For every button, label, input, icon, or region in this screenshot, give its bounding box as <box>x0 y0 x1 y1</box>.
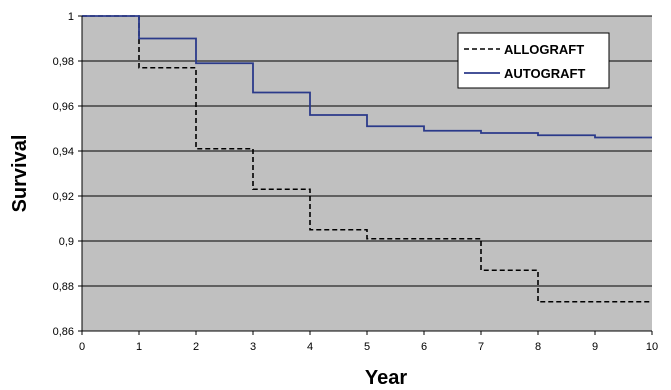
y-tick-label: 0,88 <box>53 281 74 293</box>
y-tick-label: 0,94 <box>53 146 74 158</box>
x-tick-label: 9 <box>592 341 598 353</box>
y-tick-label: 0,86 <box>53 326 74 338</box>
x-tick-label: 5 <box>364 341 370 353</box>
series-lines <box>82 15 652 303</box>
legend-box <box>457 32 610 89</box>
legend: ALLOGRAFT AUTOGRAFT <box>457 32 610 89</box>
x-tick-label: 6 <box>421 341 427 353</box>
y-tick-label: 0,92 <box>53 191 74 203</box>
x-tick-label: 7 <box>478 341 484 353</box>
y-tick-label: 1 <box>68 11 74 23</box>
y-tick-label: 0,9 <box>59 236 74 248</box>
series-line-allograft <box>82 15 652 303</box>
x-axis-title: Year <box>365 367 407 389</box>
x-tick-label: 10 <box>646 341 658 353</box>
y-axis-title: Survival <box>9 135 31 213</box>
x-tick-label: 4 <box>307 341 313 353</box>
y-tick-label: 0,96 <box>53 101 74 113</box>
series-line-autograft <box>82 15 652 139</box>
x-tick-label: 1 <box>136 341 142 353</box>
x-tick-label: 0 <box>79 341 85 353</box>
x-tick-label: 2 <box>193 341 199 353</box>
x-tick-label: 8 <box>535 341 541 353</box>
y-tick-label: 0,98 <box>53 56 74 68</box>
x-tick-label: 3 <box>250 341 256 353</box>
legend-label-allograft: ALLOGRAFT <box>504 42 584 57</box>
legend-label-autograft: AUTOGRAFT <box>504 66 585 81</box>
axes <box>78 15 653 335</box>
